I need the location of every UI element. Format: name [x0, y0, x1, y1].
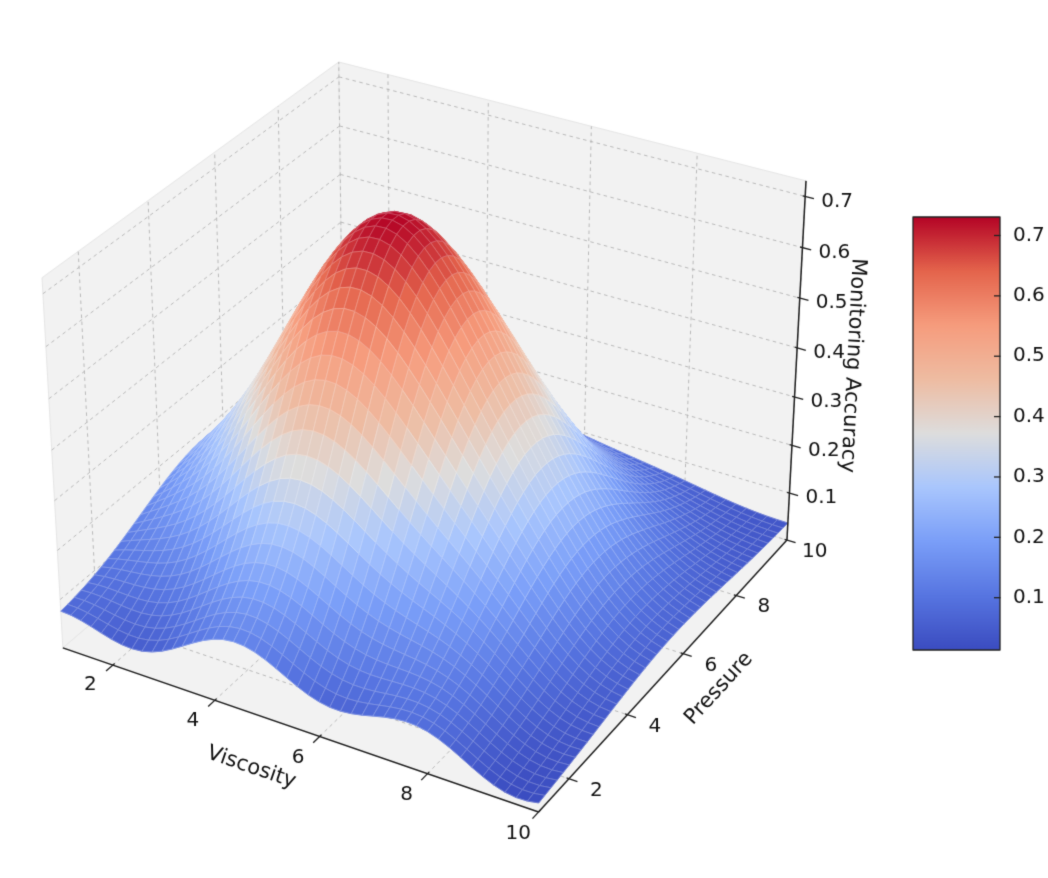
figure-3d-surface	[0, 0, 1048, 878]
surface-plot-canvas	[0, 0, 1048, 878]
